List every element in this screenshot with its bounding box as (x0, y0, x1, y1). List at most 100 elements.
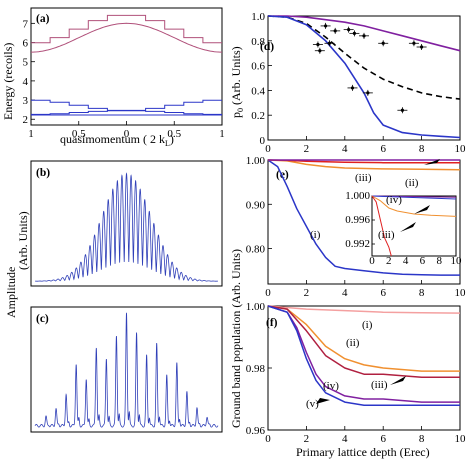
panel-d-xtick-label-4: 8 (419, 143, 425, 155)
inset-label-iv: (iv) (386, 194, 402, 206)
panel-f-xtick-label-5: 10 (455, 433, 467, 445)
panel-f-label-v: (v) (306, 398, 319, 410)
panel-d-point-9 (366, 91, 370, 95)
panel-d-xtick-label-0: 0 (265, 143, 271, 155)
panel-d-point-4 (333, 29, 337, 33)
panel-d-xtick-label-5: 10 (455, 143, 467, 155)
panel-a-xtick-label-2: 0 (124, 128, 130, 140)
inset-label-iii: (iii) (378, 229, 395, 241)
panel-e-curve-1 (267, 159, 461, 171)
panel-b-label: (b) (36, 167, 50, 179)
panel-d-point-7 (350, 86, 355, 90)
panel-f-curve-3 (267, 305, 460, 403)
panel-f-curve-2 (267, 305, 460, 379)
panel-a-ytick-label-5: 7 (23, 18, 29, 30)
panel-a-xtick-label-4: 1 (219, 128, 225, 140)
panel-f-curve-4 (267, 305, 460, 406)
panel-b: (b) (30, 160, 223, 287)
panel-a-ytick-label-2: 4 (23, 76, 29, 88)
panel-f-label: (f) (266, 317, 278, 329)
panel-d-point-11 (400, 108, 404, 112)
panel-a-ytick-label-3: 5 (23, 57, 29, 69)
inset-frame (371, 195, 457, 257)
panel-d-point-8 (362, 34, 366, 38)
panel-d-ytick-label-5: 1.0 (251, 11, 265, 23)
panel-c-trace (34, 312, 219, 428)
ground-population-ylabel: Ground band population (Arb. Units) (229, 249, 243, 428)
inset-curve-3 (371, 195, 392, 257)
panel-d-point-13 (420, 45, 424, 49)
panel-f-ytick-label-2: 1.00 (246, 301, 266, 313)
panel-d-point-2 (324, 24, 328, 28)
panel-c-label: (c) (36, 313, 49, 325)
panel-b-trace (35, 172, 218, 282)
panel-f-arrow-iii (390, 376, 406, 385)
panel-f-curve-1 (267, 305, 460, 372)
panel-a-xlabel: quasimomentum ( 2 kL) (60, 132, 174, 148)
panel-e-curve-0 (267, 159, 460, 276)
panel-a-band-2 (31, 99, 222, 111)
panel-d-ylabel: p0 (Arb. Units) (229, 46, 245, 118)
panel-d-ytick-label-1: 0.2 (251, 110, 265, 122)
panel-a-ylabel: Energy (recoils) (1, 43, 15, 120)
panel-a-ytick-label-0: 2 (23, 114, 29, 126)
panel-f-ytick-label-0: 0.96 (246, 425, 266, 437)
inset-xtick-label-0: 0 (369, 255, 375, 267)
panel-f-xlabel: Primary lattice depth (Erec) (296, 445, 430, 459)
panel-d-point-1 (316, 42, 320, 47)
inset-arrow-iii (400, 222, 416, 232)
inset-xtick-label-3: 6 (420, 255, 426, 267)
panel-d-label: (d) (260, 41, 274, 53)
panel-d-point-12 (412, 41, 416, 45)
panel-d-xtick-label-1: 2 (304, 143, 310, 155)
panel-a-band-3 (31, 110, 222, 115)
panel-a-ytick-label-1: 3 (23, 95, 29, 107)
panel-a-xtick-label-0: 1 (28, 128, 34, 140)
panel-e-label-ii: (ii) (405, 177, 419, 189)
panel-e-xtick-label-1: 2 (304, 287, 310, 299)
panel-f-label-iv: (iv) (323, 380, 339, 392)
panel-a-xtick-label-1: 0.5 (72, 128, 86, 140)
panel-f: (f) 0 2 4 6 8 10 0.96 0.98 1.00 (i) (ii) (iii) (… (246, 301, 466, 459)
inset-ytick-label-1: 0.996 (345, 214, 370, 226)
panel-d-point-6 (352, 31, 356, 35)
panel-c-frame (30, 306, 223, 433)
panel-f-xtick-label-3: 6 (380, 433, 386, 445)
panel-d-point-10 (381, 41, 385, 45)
inset-xtick-label-1: 2 (386, 255, 392, 267)
inset-xtick-label-4: 8 (436, 255, 442, 267)
panel-d-curve-0 (268, 15, 461, 52)
panel-e: (e) 0 2 4 6 8 100.800.901.00 0.9920.9961.0000… (246, 155, 466, 299)
panel-d-point-0 (318, 49, 322, 53)
panel-e-xtick-label-3: 6 (380, 287, 386, 299)
panel-d-curve-1 (267, 15, 461, 100)
amplitude-units-ylabel: (Arb. Units) (16, 211, 30, 270)
panel-d-curve-2 (267, 15, 461, 139)
panel-f-xtick-label-1: 2 (304, 433, 310, 445)
panel-d: (d) 0 2 4 6 8 10 0 0.2 0.4 0.6 0.8 1.0 p0 (Arb. Uni… (229, 11, 466, 155)
panel-f-label-iii: (iii) (371, 379, 388, 391)
panel-c: (c) (30, 306, 223, 433)
panel-e-inset: 0.992 0.996 1.000 0 2 4 6 8 10 (345, 190, 462, 267)
panel-d-ytick-label-3: 0.6 (251, 61, 265, 73)
inset-curve-2 (371, 195, 457, 217)
panel-f-label-ii: (ii) (346, 337, 360, 349)
inset-curve-1 (371, 195, 457, 200)
panel-f-xtick-label-2: 4 (342, 433, 348, 445)
inset-ytick-label-0: 0.992 (345, 238, 370, 250)
panel-b-frame (30, 160, 223, 287)
panel-f-ytick-label-1: 0.98 (246, 363, 266, 375)
panel-a-label: (a) (36, 13, 50, 25)
panel-e-xtick-label-4: 8 (419, 287, 425, 299)
panel-e-ytick-label-1: 0.90 (246, 199, 266, 211)
inset-arrow-iv (414, 205, 430, 214)
panel-f-label-i: (i) (362, 319, 373, 331)
panel-d-point-3 (327, 41, 332, 45)
panel-f-xtick-label-4: 8 (419, 433, 425, 445)
inset-xtick-label-5: 10 (451, 255, 463, 267)
panel-e-label-iii: (iii) (355, 172, 372, 184)
panel-d-ytick-label-2: 0.4 (251, 85, 265, 97)
panel-a-band-0 (31, 22, 222, 53)
panel-d-xtick-label-2: 4 (342, 143, 348, 155)
